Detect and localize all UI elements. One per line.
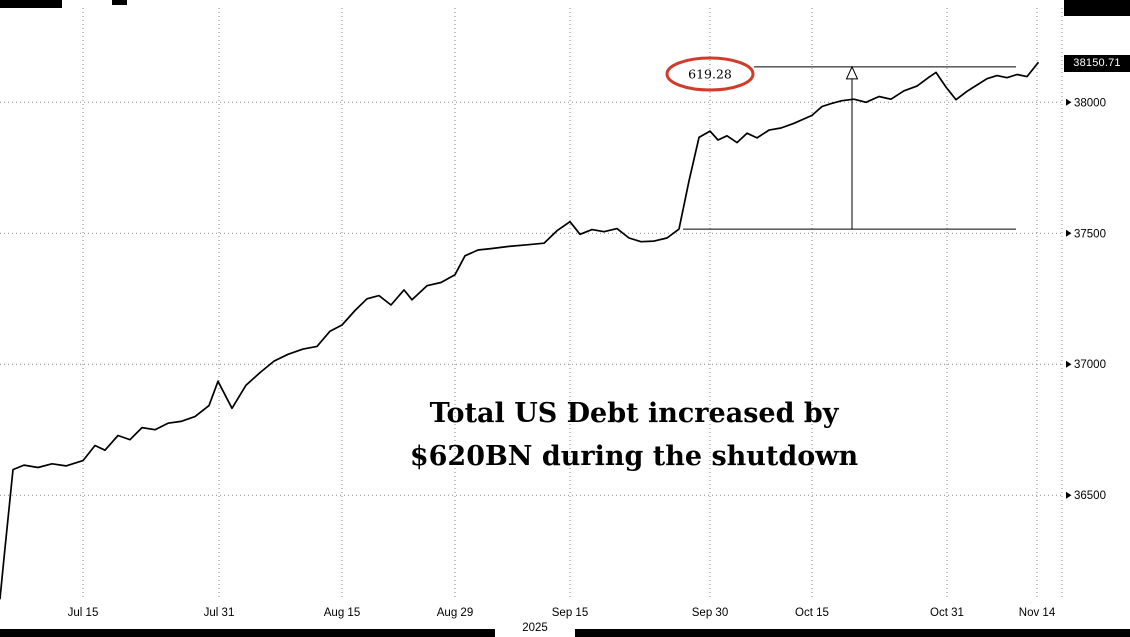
y-tick-arrow-icon <box>1066 229 1072 237</box>
x-tick-label: Nov 14 <box>1019 607 1056 619</box>
y-tick-label: 36500 <box>1074 490 1106 502</box>
y-tick-label: 37500 <box>1074 228 1106 240</box>
top-left-bar <box>0 0 62 8</box>
top-edge-mark <box>112 0 127 5</box>
difference-value-label: 619.28 <box>688 67 732 82</box>
headline-line2: $620BN during the shutdown <box>409 441 859 472</box>
x-tick-label: Sep 30 <box>692 607 728 619</box>
x-tick-label: Jul 31 <box>204 607 235 619</box>
difference-circle-icon <box>665 56 755 92</box>
last-price-badge: 38150.71 <box>1064 55 1130 72</box>
x-tick-label: Aug 29 <box>437 607 473 619</box>
arrow-head-icon <box>845 65 859 80</box>
y-tick-arrow-icon <box>1066 360 1072 368</box>
year-label: 2025 <box>495 619 575 637</box>
y-tick-arrow-icon <box>1066 98 1072 106</box>
x-tick-label: Oct 31 <box>930 607 964 619</box>
x-tick-label: Oct 15 <box>795 607 829 619</box>
y-tick-label: 38000 <box>1074 97 1106 109</box>
debt-line-series <box>0 61 1039 600</box>
x-tick-label: Jul 15 <box>68 607 99 619</box>
headline-line1: Total US Debt increased by <box>429 398 839 429</box>
y-tick-arrow-icon <box>1066 491 1072 499</box>
top-right-bar <box>1064 0 1130 16</box>
y-tick-label: 37000 <box>1074 359 1106 371</box>
headline-annotation: Total US Debt increased by $620BN during… <box>348 392 920 478</box>
x-tick-label: Sep 15 <box>552 607 588 619</box>
x-tick-label: Aug 15 <box>324 607 360 619</box>
